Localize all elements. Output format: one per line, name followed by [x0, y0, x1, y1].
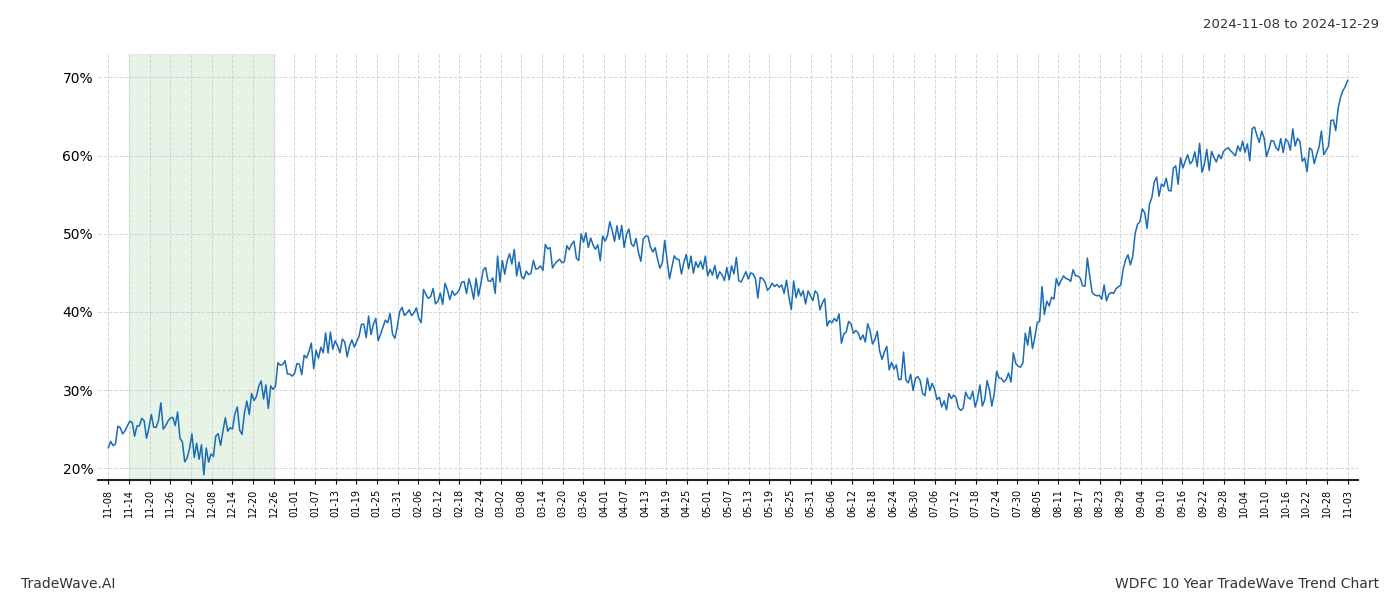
Text: WDFC 10 Year TradeWave Trend Chart: WDFC 10 Year TradeWave Trend Chart — [1114, 577, 1379, 591]
Text: 2024-11-08 to 2024-12-29: 2024-11-08 to 2024-12-29 — [1203, 18, 1379, 31]
Text: TradeWave.AI: TradeWave.AI — [21, 577, 115, 591]
Bar — [129, 54, 273, 480]
